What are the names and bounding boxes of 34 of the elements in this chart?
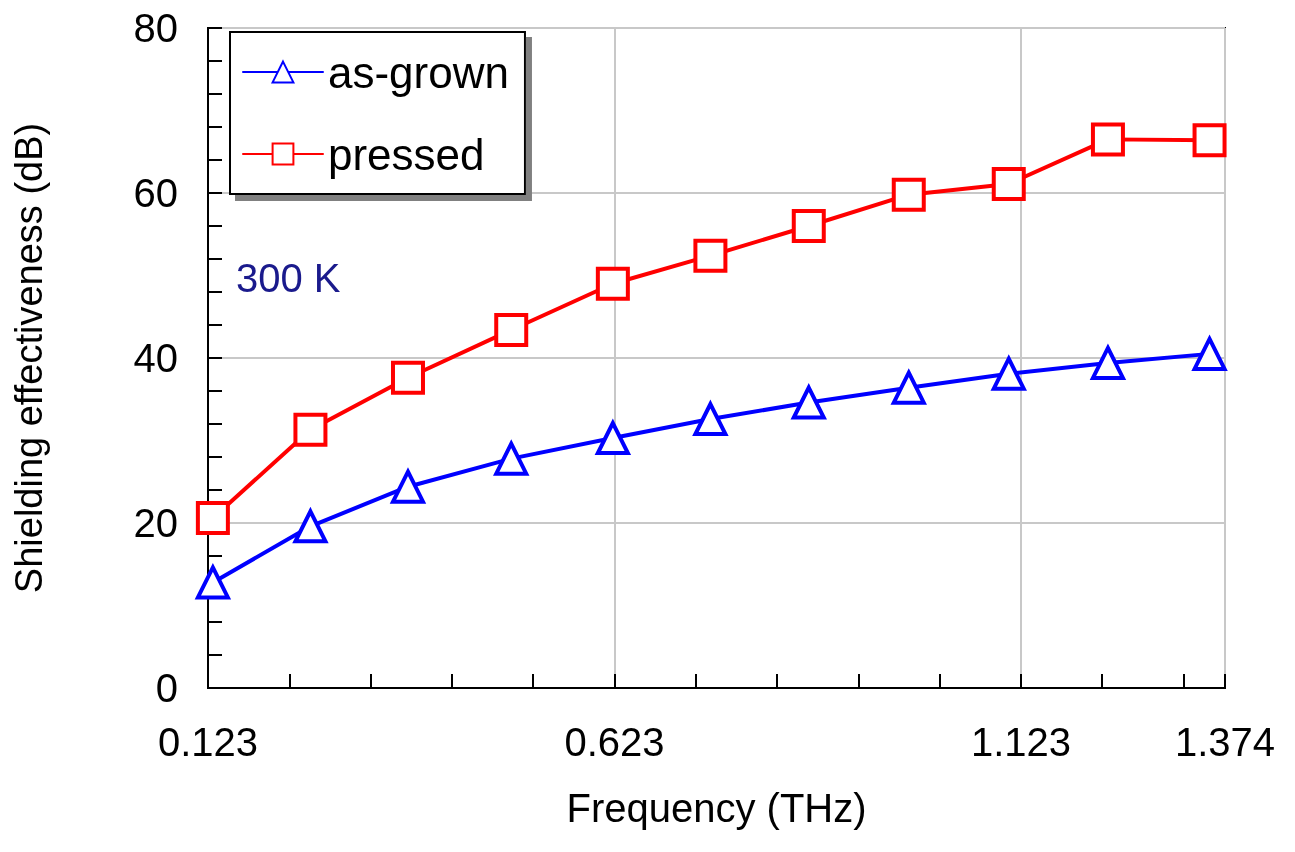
x-axis-title: Frequency (THz) bbox=[566, 786, 867, 830]
point bbox=[494, 312, 529, 347]
point bbox=[293, 509, 328, 544]
point bbox=[493, 439, 530, 476]
y-tick-label: 0 bbox=[155, 666, 178, 710]
point bbox=[790, 383, 827, 420]
x-tick-label: 1.374 bbox=[1174, 720, 1276, 764]
point bbox=[693, 238, 728, 273]
x-tick-label: 1.123 bbox=[970, 720, 1071, 764]
point bbox=[195, 565, 230, 600]
y-tick-label: 40 bbox=[133, 336, 178, 380]
y-axis-title: Shielding effectiveness (dB) bbox=[8, 122, 50, 594]
x-tick-label: 0.123 bbox=[157, 720, 259, 764]
annotation: 300 K bbox=[236, 256, 341, 300]
point bbox=[1192, 123, 1227, 158]
y-tick-label: 60 bbox=[133, 171, 178, 215]
point bbox=[1090, 122, 1125, 157]
point bbox=[1089, 343, 1127, 380]
y-tick-label: 20 bbox=[133, 501, 178, 545]
y-tick-label: 80 bbox=[133, 6, 178, 50]
point bbox=[991, 166, 1026, 201]
legend-label: as-grown bbox=[328, 47, 509, 97]
point bbox=[595, 266, 630, 301]
x-tick-label: 0.623 bbox=[564, 720, 665, 764]
point bbox=[891, 177, 926, 212]
legend-label: pressed bbox=[328, 129, 485, 179]
point bbox=[1191, 334, 1228, 371]
point bbox=[195, 501, 230, 536]
point bbox=[389, 467, 427, 504]
point bbox=[890, 368, 927, 405]
point bbox=[791, 209, 826, 243]
point bbox=[990, 354, 1027, 391]
point bbox=[390, 360, 425, 395]
point bbox=[293, 412, 328, 447]
